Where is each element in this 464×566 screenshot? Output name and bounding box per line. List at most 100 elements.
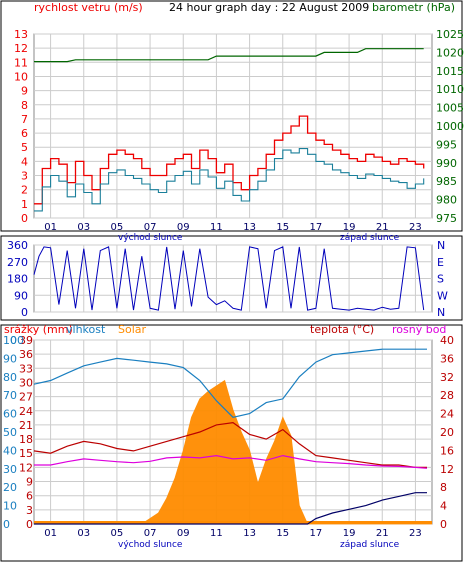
- temperature-tick-label-left: 6: [26, 490, 33, 503]
- barometer-tick-label: 980: [436, 194, 457, 207]
- compass-tick-label: N: [437, 239, 445, 252]
- legend-solar: Solar: [118, 323, 147, 336]
- x-tick-label: 09: [177, 222, 190, 233]
- humidity-tick-label: 0: [10, 426, 17, 439]
- x-tick-label: 03: [77, 528, 90, 539]
- x-tick-label: 11: [210, 222, 223, 233]
- barometer-tick-label: 985: [436, 175, 457, 188]
- sunset-label-bottom: západ slunce: [340, 540, 400, 550]
- humidity-tick-label: 0: [10, 500, 17, 513]
- wind-direction-line: [33, 246, 425, 311]
- page-title: 24 hour graph day : 22 August 2009: [169, 1, 369, 14]
- wind-tick-label: 2: [21, 184, 28, 197]
- temperature-tick-label-left: 36: [19, 348, 33, 361]
- direction-tick-label: 270: [7, 256, 28, 269]
- wind-tick-label: 13: [14, 28, 28, 41]
- rain-tick-label: 1: [3, 500, 10, 513]
- wind-tick-label: 6: [21, 127, 28, 140]
- x-tick-label: 03: [77, 222, 90, 233]
- legend-humidity: vlhkost: [66, 323, 106, 336]
- temperature-tick-label-right: 12: [440, 463, 454, 476]
- temperature-tick-label-left: 27: [19, 391, 33, 404]
- legend-rain: srážky (mm): [4, 323, 73, 336]
- direction-tick-label: 360: [7, 239, 28, 252]
- compass-tick-label: E: [437, 256, 444, 269]
- temperature-tick-label-right: 4: [440, 500, 447, 513]
- temperature-tick-label-left: 15: [19, 447, 33, 460]
- direction-tick-label: 0: [21, 306, 28, 319]
- x-tick-label: 05: [111, 528, 124, 539]
- humidity-tick-label: 0: [10, 371, 17, 384]
- temperature-tick-label-right: 28: [440, 389, 454, 402]
- barometer-tick-label: 1025: [436, 28, 464, 41]
- legend-temperature: teplota (°C): [310, 323, 374, 336]
- temperature-tick-label-left: 24: [19, 405, 33, 418]
- wind-tick-label: 11: [14, 56, 28, 69]
- rain-tick-label: 0: [3, 518, 10, 531]
- temperature-tick-label-left: 3: [26, 504, 33, 517]
- x-tick-label: 13: [243, 222, 256, 233]
- barometer-tick-label: 995: [436, 138, 457, 151]
- sunset-label-top: západ slunce: [340, 233, 400, 243]
- chart-marks: 0123456789101112139759809859909951000100…: [3, 28, 464, 539]
- x-tick-label: 13: [243, 528, 256, 539]
- wind-tick-label: 0: [21, 212, 28, 225]
- humidity-tick-label: 0: [10, 352, 17, 365]
- temperature-tick-label-left: 12: [19, 461, 33, 474]
- x-tick-label: 11: [210, 528, 223, 539]
- x-tick-label: 19: [343, 528, 356, 539]
- barometer-line: [34, 48, 424, 63]
- wind-tick-label: 1: [21, 198, 28, 211]
- sunrise-label-bottom: východ slunce: [118, 540, 183, 550]
- x-tick-label: 21: [376, 222, 389, 233]
- temperature-line: [33, 421, 427, 468]
- legend-dewpoint: rosný bod: [392, 323, 446, 336]
- x-tick-label: 05: [111, 222, 124, 233]
- rain-tick-label: 6: [3, 408, 10, 421]
- x-tick-label: 19: [343, 222, 356, 233]
- temperature-tick-label-left: 0: [26, 518, 33, 531]
- temperature-tick-label-left: 33: [19, 362, 33, 375]
- temperature-tick-label-right: 16: [440, 444, 454, 457]
- x-tick-label: 15: [276, 528, 289, 539]
- x-tick-label: 01: [44, 222, 57, 233]
- temperature-tick-label-right: 8: [440, 481, 447, 494]
- barometer-tick-label: 1005: [436, 102, 464, 115]
- compass-tick-label: N: [437, 306, 445, 319]
- wind-tick-label: 8: [21, 99, 28, 112]
- x-tick-label: 07: [144, 528, 157, 539]
- temperature-tick-label-right: 24: [440, 408, 454, 421]
- temperature-tick-label-right: 0: [440, 518, 447, 531]
- rain-tick-label: 5: [3, 426, 10, 439]
- humidity-tick-label: 0: [10, 463, 17, 476]
- x-tick-label: 09: [177, 528, 190, 539]
- humidity-tick-label: 0: [10, 481, 17, 494]
- x-tick-label: 15: [276, 222, 289, 233]
- wind-tick-label: 10: [14, 70, 28, 83]
- humidity-tick-label: 0: [10, 408, 17, 421]
- temperature-tick-label-left: 30: [19, 376, 33, 389]
- solar-baseline: [34, 521, 432, 524]
- wind-tick-label: 9: [21, 85, 28, 98]
- temperature-tick-label-left: 21: [19, 419, 33, 432]
- humidity-line: [33, 348, 427, 418]
- wind-axis-title: rychlost vetru (m/s): [34, 1, 143, 14]
- x-tick-label: 01: [44, 528, 57, 539]
- rain-line: [34, 492, 427, 525]
- barometer-tick-label: 1015: [436, 65, 464, 78]
- rain-tick-label: 8: [3, 371, 10, 384]
- humidity-tick-label: 00: [10, 334, 24, 347]
- rain-tick-label: 7: [3, 389, 10, 402]
- wind-tick-label: 3: [21, 170, 28, 183]
- x-tick-label: 07: [144, 222, 157, 233]
- wind-tick-label: 4: [21, 155, 28, 168]
- wind-tick-label: 7: [21, 113, 28, 126]
- temperature-tick-label-right: 40: [440, 334, 454, 347]
- x-tick-label: 23: [409, 528, 422, 539]
- rain-tick-label: 2: [3, 481, 10, 494]
- barometer-tick-label: 1020: [436, 46, 464, 59]
- barometer-axis-title: barometr (hPa): [372, 1, 455, 14]
- rain-tick-label: 4: [3, 444, 10, 457]
